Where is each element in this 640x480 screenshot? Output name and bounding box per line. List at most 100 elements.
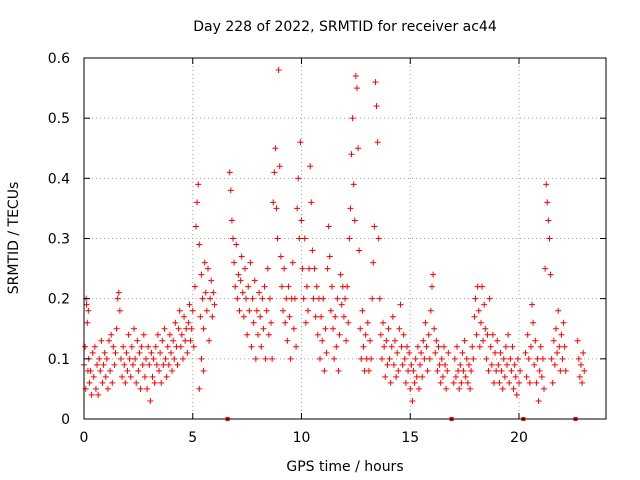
- data-point: [236, 307, 243, 314]
- data-point: [232, 283, 239, 290]
- data-point: [183, 325, 190, 332]
- data-point: [91, 343, 98, 350]
- data-point: [238, 253, 245, 260]
- data-point: [514, 355, 521, 362]
- data-point: [442, 361, 449, 368]
- data-point: [194, 199, 201, 206]
- data-point: [559, 355, 566, 362]
- data-point: [405, 367, 412, 374]
- data-point: [313, 283, 320, 290]
- data-point: [500, 355, 507, 362]
- data-point: [168, 349, 174, 356]
- data-point: [362, 331, 369, 338]
- data-point: [154, 331, 161, 338]
- data-point: [481, 301, 488, 308]
- data-point: [489, 331, 496, 338]
- data-point: [305, 307, 312, 314]
- data-point: [201, 259, 208, 266]
- data-point: [100, 361, 107, 368]
- data-point: [240, 313, 247, 320]
- data-point: [556, 343, 563, 350]
- data-point: [523, 373, 530, 380]
- data-point: [211, 301, 218, 308]
- data-point: [158, 379, 165, 386]
- data-point: [90, 373, 97, 380]
- data-point: [472, 295, 479, 302]
- data-point: [234, 295, 241, 302]
- y-tick-label: 0.1: [48, 352, 70, 368]
- data-point: [179, 355, 186, 362]
- data-point: [300, 295, 307, 302]
- data-point: [465, 361, 472, 368]
- data-point: [433, 337, 440, 344]
- data-point: [147, 397, 154, 404]
- data-point: [554, 349, 561, 356]
- data-point: [319, 337, 326, 344]
- data-point: [203, 307, 210, 314]
- data-point: [231, 259, 238, 266]
- data-point: [149, 373, 156, 380]
- data-point: [357, 325, 364, 332]
- data-point: [277, 253, 284, 260]
- data-point: [464, 379, 471, 386]
- data-point: [467, 385, 474, 392]
- data-point: [340, 313, 347, 320]
- x-tick-label: 20: [510, 430, 528, 446]
- data-point: [136, 349, 143, 356]
- data-point: [174, 361, 181, 368]
- data-point: [397, 301, 404, 308]
- data-point: [398, 343, 405, 350]
- y-tick-label: 0.2: [48, 292, 70, 308]
- data-point: [457, 361, 464, 368]
- data-point: [124, 367, 131, 374]
- data-point: [526, 379, 533, 386]
- data-point: [126, 355, 133, 362]
- data-point: [297, 139, 304, 146]
- data-point: [260, 325, 267, 332]
- data-point: [560, 319, 567, 326]
- data-point: [269, 355, 276, 362]
- data-point: [402, 379, 409, 386]
- data-point: [294, 205, 301, 212]
- y-tick-label: 0.5: [48, 111, 70, 127]
- data-point: [431, 325, 438, 332]
- y-axis-label: SRMTID / TECUs: [6, 182, 22, 295]
- data-point: [250, 319, 257, 326]
- data-point: [522, 349, 529, 356]
- data-point: [332, 313, 339, 320]
- data-point: [525, 355, 532, 362]
- data-point: [321, 367, 328, 374]
- data-point: [111, 361, 118, 368]
- data-point: [338, 301, 345, 308]
- data-point: [248, 343, 255, 350]
- data-point: [574, 337, 581, 344]
- data-point: [462, 373, 469, 380]
- data-point: [302, 319, 309, 326]
- data-point: [102, 373, 109, 380]
- data-point: [493, 367, 500, 374]
- data-point: [373, 103, 380, 110]
- data-point: [477, 319, 484, 326]
- data-point: [468, 367, 475, 374]
- data-point: [198, 271, 205, 278]
- data-point: [368, 355, 375, 362]
- data-point: [380, 319, 387, 326]
- data-point: [88, 391, 95, 398]
- data-point: [151, 379, 158, 386]
- x-tick-label: 5: [188, 430, 197, 446]
- data-point: [284, 337, 291, 344]
- data-point: [156, 367, 163, 374]
- data-point: [437, 379, 444, 386]
- data-point: [494, 337, 501, 344]
- data-point: [117, 355, 124, 362]
- data-point: [160, 361, 167, 368]
- data-point: [257, 313, 264, 320]
- data-point: [120, 343, 127, 350]
- data-point: [128, 343, 135, 350]
- data-point: [561, 343, 568, 350]
- data-point: [259, 295, 266, 302]
- data-point: [383, 337, 390, 344]
- data-point: [386, 355, 393, 362]
- data-point: [108, 331, 115, 338]
- data-point: [137, 385, 144, 392]
